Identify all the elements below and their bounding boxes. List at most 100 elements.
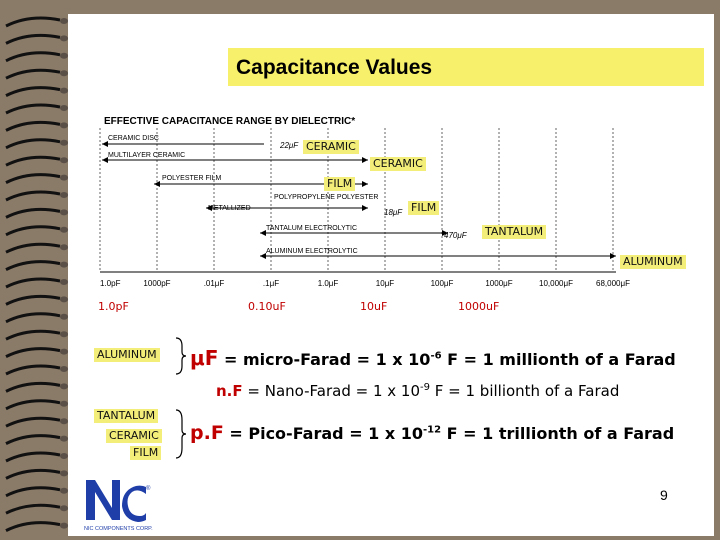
spiral-hole	[60, 261, 68, 268]
spiral-hole	[60, 52, 68, 59]
spiral-hole	[60, 487, 68, 494]
spiral-hole	[60, 470, 68, 477]
spiral-hole	[60, 122, 68, 129]
spiral-hole	[60, 383, 68, 390]
spiral-hole	[60, 313, 68, 320]
spiral-coil	[5, 416, 61, 428]
tag-film-1: FILM	[324, 177, 356, 191]
arrowhead	[362, 205, 368, 211]
def-nano-symbol: n.F	[216, 382, 243, 400]
tick-label: 68,000μF	[596, 279, 630, 288]
spiral-coil	[5, 86, 61, 97]
spiral-hole	[60, 522, 68, 529]
row-labels: CERAMIC DISC MULTILAYER CERAMIC POLYESTE…	[108, 135, 378, 255]
def-nano-text-a: = Nano-Farad = 1 x 10	[242, 382, 420, 400]
spiral-hole	[60, 18, 68, 24]
spiral-coil	[5, 138, 61, 150]
end-value-22uf: 22μF	[279, 141, 299, 150]
tag-ceramic-1: CERAMIC	[303, 140, 359, 154]
tag-ceramic-2: CERAMIC	[370, 157, 426, 171]
spiral-coil	[5, 33, 61, 45]
chart-heading: EFFECTIVE CAPACITANCE RANGE BY DIELECTRI…	[104, 116, 355, 127]
tag-tantalum: TANTALUM	[482, 225, 547, 239]
tag-aluminum: ALUMINUM	[620, 255, 686, 269]
spiral-hole	[60, 209, 68, 216]
spiral-hole	[60, 331, 68, 338]
spiral-coil	[5, 468, 61, 480]
notebook-page	[68, 14, 714, 536]
end-value-18uf: 18μF	[384, 208, 403, 217]
spiral-hole	[60, 35, 68, 42]
def-pico-exp: -12	[423, 424, 442, 436]
spiral-coil	[5, 312, 61, 324]
spiral-coil	[5, 190, 61, 202]
spiral-hole	[60, 174, 68, 181]
red-label-10uf: 10uF	[360, 300, 388, 313]
tick-labels: 1.0pF 1000pF .01μF .1μF 1.0μF 10μF 100μF 1000μF…	[100, 279, 630, 288]
tick-label: 1.0μF	[318, 279, 339, 288]
def-micro-text-b: F = 1 millionth of a Farad	[441, 350, 676, 369]
tick-label: 10,000μF	[539, 279, 573, 288]
spiral-coil	[5, 242, 61, 254]
tick-label: 10μF	[376, 279, 395, 288]
nic-logo: ® NIC COMPONENTS CORP.	[82, 478, 154, 534]
spiral-hole	[60, 87, 68, 94]
arrowhead	[102, 141, 108, 147]
row-label-metallized: METALLIZED	[208, 205, 251, 212]
def-micro-exp: -6	[430, 350, 442, 362]
row-label-polypropylene: POLYPROPYLENE POLYESTER	[274, 194, 378, 201]
arrowhead	[442, 230, 448, 236]
spiral-coil	[5, 381, 61, 393]
tick-label: 1000pF	[143, 279, 170, 288]
tick-label: 100μF	[431, 279, 454, 288]
title-banner: Capacitance Values	[228, 48, 704, 86]
spiral-hole	[60, 244, 68, 251]
spiral-coil	[5, 329, 61, 341]
tick-label: 1000μF	[485, 279, 512, 288]
spiral-hole	[60, 279, 68, 285]
nic-logo-icon: ® NIC COMPONENTS CORP.	[84, 480, 153, 532]
spiral-coil	[5, 521, 61, 532]
spiral-coil	[5, 277, 61, 289]
row-label-aluminum: ALUMINUM ELECTROLYTIC	[266, 248, 358, 255]
gridlines	[99, 128, 614, 272]
brace-micro	[175, 337, 187, 375]
red-label-010uf: 0.10uF	[248, 300, 286, 313]
spiral-coil	[5, 434, 61, 445]
red-label-1000uf: 1000uF	[458, 300, 500, 313]
arrowhead	[154, 181, 160, 187]
spiral-coil	[5, 207, 61, 219]
def-pico-text-a: = Pico-Farad = 1 x 10	[223, 424, 424, 443]
arrowhead	[362, 157, 368, 163]
spiral-coil	[5, 364, 61, 376]
def-pico: p.F = Pico-Farad = 1 x 10-12 F = 1 trill…	[190, 422, 674, 444]
row-label-ceramic-disc: CERAMIC DISC	[108, 135, 159, 142]
spiral-coil	[5, 486, 61, 498]
spiral-hole	[60, 157, 68, 164]
spiral-coil	[5, 225, 61, 237]
logo-caption: NIC COMPONENTS CORP.	[84, 526, 153, 532]
spiral-coil	[5, 51, 61, 63]
arrowhead	[362, 181, 368, 187]
arrowhead	[260, 230, 266, 236]
row-label-polyester: POLYESTER FILM	[162, 175, 222, 182]
left-tag-tantalum: TANTALUM	[94, 409, 159, 423]
tick-label: .01μF	[204, 279, 225, 288]
arrow-heads	[102, 141, 616, 259]
arrowhead	[102, 157, 108, 163]
red-label-1pf: 1.0pF	[98, 300, 129, 313]
spiral-hole	[60, 435, 68, 442]
tag-film-2: FILM	[408, 201, 440, 215]
spiral-hole	[60, 505, 68, 512]
spiral-hole	[60, 418, 68, 425]
row-label-tantalum: TANTALUM ELECTROLYTIC	[266, 225, 357, 232]
spiral-coil	[5, 503, 61, 515]
left-tag-ceramic: CERAMIC	[106, 429, 162, 443]
spiral-hole	[60, 400, 68, 407]
def-micro-symbol: μF	[190, 346, 219, 370]
def-micro: μF = micro-Farad = 1 x 10-6 F = 1 millio…	[190, 346, 676, 370]
arrowhead	[206, 205, 212, 211]
page-title: Capacitance Values	[236, 56, 433, 79]
spiral-hole	[60, 192, 68, 198]
